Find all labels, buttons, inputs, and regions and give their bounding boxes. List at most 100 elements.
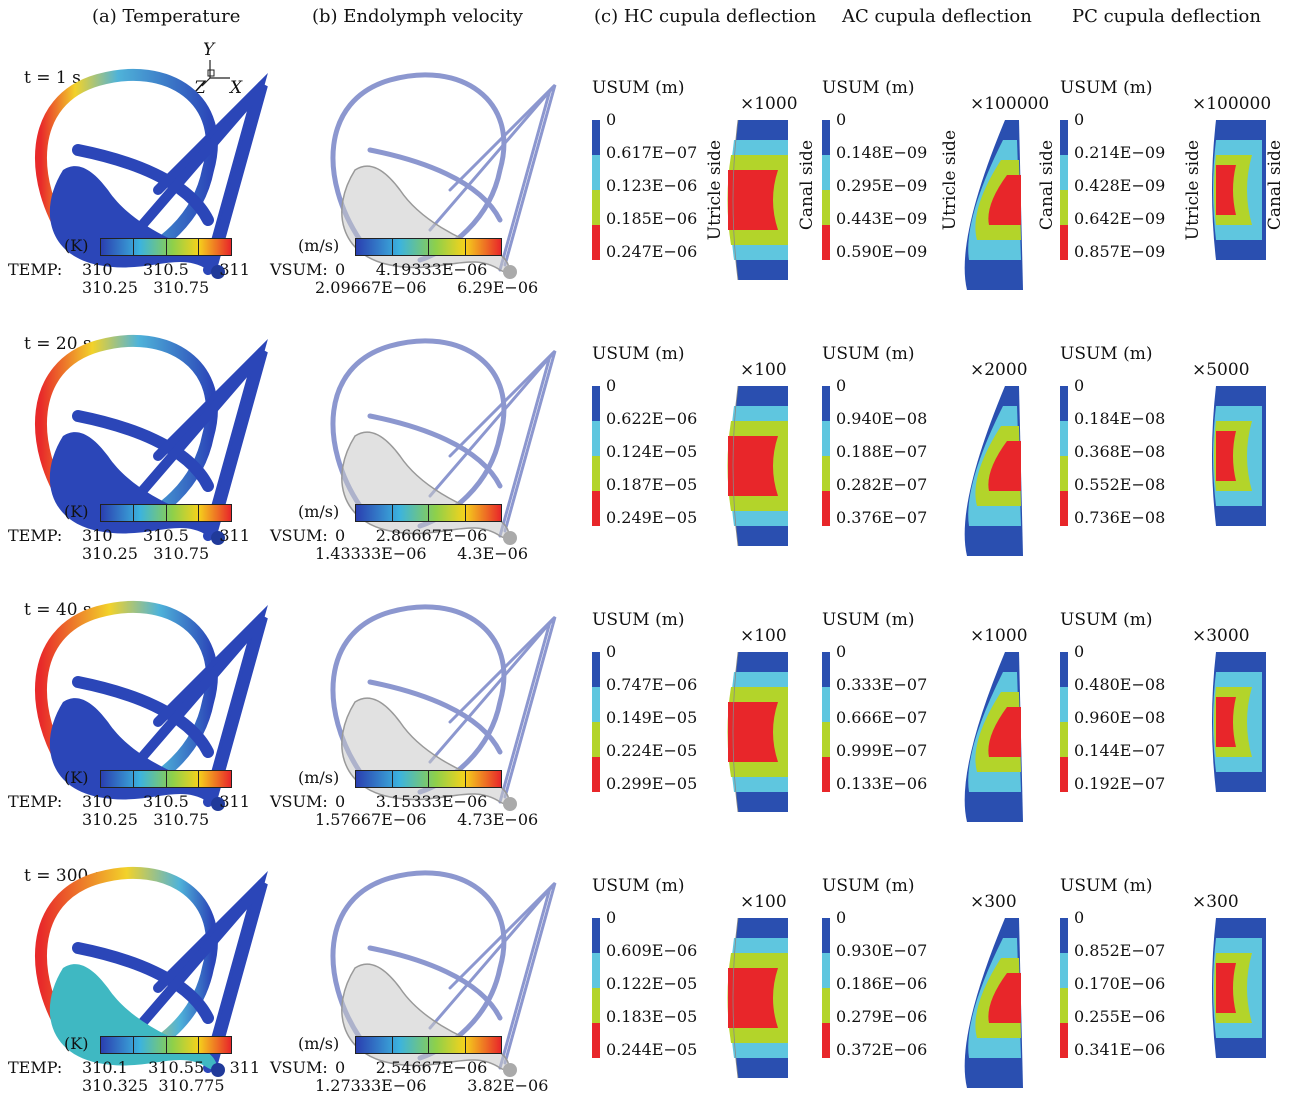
velocity-unit: (m/s) [298,768,340,787]
legend-swatch [1060,421,1068,456]
ac-legend-tick: 0.372E−06 [836,1040,928,1059]
hc-legend-tick: 0.149E−05 [606,708,698,727]
velocity-unit: (m/s) [298,1034,340,1053]
colorbar-segment [356,505,393,521]
cupula-hc-render [727,917,788,1079]
hc-legend-tick: 0.249E−05 [606,508,698,527]
cupula-hc-render [727,385,788,547]
pc-legend-tick: 0 [1074,110,1085,129]
pc-utricle-side-label: Utricle side [1183,140,1203,241]
pc-legend-tick: 0 [1074,642,1085,661]
hc-usum-label: USUM (m) [592,344,685,364]
legend-swatch [1060,722,1068,757]
legend-swatch [822,953,830,988]
temperature-colorbar [100,504,232,522]
hc-legend-tick: 0.622E−06 [606,409,698,428]
hc-legend-tick: 0.224E−05 [606,741,698,760]
velocity-ticks-top: 0 3.15333E−06 [335,792,488,811]
cupula-ac-render [964,918,1023,1088]
hc-usum-label: USUM (m) [592,78,685,98]
legend-swatch [822,421,830,456]
legend-swatch [1060,190,1068,225]
colorbar-segment [101,771,134,787]
pc-legend-tick: 0.184E−08 [1074,409,1166,428]
ac-magnification: ×1000 [970,626,1028,646]
legend-swatch [592,687,600,722]
colorbar-segment [466,771,502,787]
pc-legend-tick: 0.341E−06 [1074,1040,1166,1059]
colorbar-segment [466,505,502,521]
pc-usum-label: USUM (m) [1060,344,1153,364]
ac-legend-tick: 0.999E−07 [836,741,928,760]
temperature-colorbar [100,238,232,256]
colorbar-segment [167,239,200,255]
pc-magnification: ×100000 [1192,94,1272,114]
hc-legend-bar [592,652,600,792]
temperature-prefix: TEMP: [8,1058,63,1077]
temperature-ticks-bottom: 310.25 310.75 [82,810,210,829]
colorbar-segment [134,505,167,521]
hc-usum-label: USUM (m) [592,876,685,896]
legend-swatch [592,155,600,190]
legend-swatch [1060,757,1068,792]
legend-swatch [592,120,600,155]
hc-magnification: ×100 [740,360,787,380]
cupula-hc-render [727,119,788,281]
legend-swatch [822,687,830,722]
legend-swatch [1060,456,1068,491]
legend-swatch [822,491,830,526]
ac-canal-side-label: Canal side [1037,140,1057,231]
colorbar-segment [167,771,200,787]
legend-swatch [592,190,600,225]
legend-swatch [592,988,600,1023]
ac-legend-tick: 0.666E−07 [836,708,928,727]
legend-swatch [1060,988,1068,1023]
ac-legend-bar [822,652,830,792]
pc-legend-tick: 0.480E−08 [1074,675,1166,694]
temperature-ticks-top: 310 310.5 311 [82,526,250,545]
ac-legend-bar [822,120,830,260]
colorbar-segment [356,771,393,787]
colorbar-segment [466,239,502,255]
pc-legend-tick: 0.852E−07 [1074,941,1166,960]
pc-legend-tick: 0.857E−09 [1074,242,1166,261]
ac-utricle-side-label: Utricle side [940,130,960,231]
colorbar-segment [199,505,231,521]
velocity-ticks-bottom: 1.43333E−06 4.3E−06 [315,544,529,563]
axis-y-label: Y [203,40,215,60]
ac-legend-bar [822,386,830,526]
colorbar-segment [199,239,231,255]
legend-swatch [1060,918,1068,953]
velocity-colorbar [355,504,502,522]
velocity-ticks-top: 0 4.19333E−06 [335,260,488,279]
legend-swatch [592,652,600,687]
colorbar-segment [393,505,429,521]
pc-magnification: ×300 [1192,892,1239,912]
ac-magnification: ×300 [970,892,1017,912]
velocity-prefix: VSUM: [270,526,328,545]
ac-magnification: ×100000 [970,94,1050,114]
colorbar-segment [134,771,167,787]
pc-legend-tick: 0.960E−08 [1074,708,1166,727]
legend-swatch [822,386,830,421]
legend-swatch [822,1023,830,1058]
header-ac: AC cupula deflection [842,6,1032,27]
cupula-pc-render [1212,386,1266,526]
pc-legend-bar [1060,652,1068,792]
ac-legend-tick: 0.930E−07 [836,941,928,960]
legend-swatch [822,456,830,491]
colorbar-segment [356,1037,393,1053]
cupula-ac-render [964,386,1023,556]
legend-swatch [592,1023,600,1058]
legend-swatch [592,456,600,491]
hc-magnification: ×1000 [740,94,798,114]
legend-swatch [822,918,830,953]
ac-legend-tick: 0.188E−07 [836,442,928,461]
pc-magnification: ×3000 [1192,626,1250,646]
pc-usum-label: USUM (m) [1060,876,1153,896]
hc-legend-tick: 0.247E−06 [606,242,698,261]
legend-swatch [822,652,830,687]
pc-legend-tick: 0.642E−09 [1074,209,1166,228]
cupula-ac-render [964,120,1023,290]
header-velocity: (b) Endolymph velocity [312,6,523,27]
